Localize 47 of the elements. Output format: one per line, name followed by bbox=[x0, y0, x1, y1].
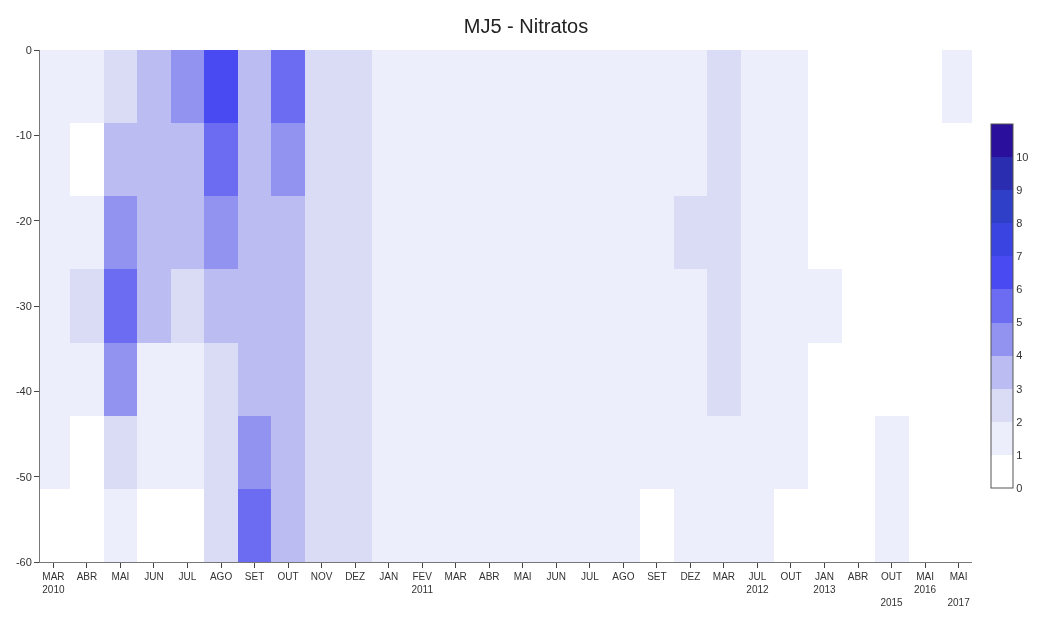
y-tick-label: -40 bbox=[15, 385, 32, 398]
x-tick-label: JUL 2012 bbox=[746, 571, 769, 595]
x-tick-label: ABR bbox=[847, 571, 869, 582]
x-tick-label: MAR 2010 bbox=[42, 571, 65, 595]
x-tick-label: MAI bbox=[111, 571, 130, 582]
color-bar-label: 9 bbox=[1016, 184, 1023, 197]
x-tick-label: OUT bbox=[277, 571, 299, 582]
color-bar-label: 8 bbox=[1016, 217, 1023, 230]
color-bar-label: 6 bbox=[1016, 283, 1023, 296]
x-tick-label: MAI bbox=[513, 571, 532, 582]
color-bar-label: 7 bbox=[1016, 250, 1023, 263]
y-tick-label: -10 bbox=[15, 129, 32, 142]
category-label: OUT 2015 bbox=[880, 571, 903, 608]
color-bar-label: 2 bbox=[1016, 415, 1023, 428]
x-tick-label: JUN bbox=[144, 571, 164, 582]
color-bar-label: 0 bbox=[1016, 481, 1023, 494]
y-tick-label: -50 bbox=[15, 470, 32, 483]
x-tick-label: JAN 2013 bbox=[813, 571, 837, 595]
x-tick-label: MAI 2016 bbox=[913, 571, 937, 595]
x-tick-label: FEV 2011 bbox=[411, 571, 434, 595]
y-tick-label: -60 bbox=[15, 555, 32, 568]
x-tick-label: JUL bbox=[178, 571, 197, 582]
category-label: MAI 2017 bbox=[947, 571, 970, 608]
x-tick-label: DEZ bbox=[345, 571, 366, 582]
color-bar-label: 10 bbox=[1016, 150, 1029, 163]
x-tick-label: AGO bbox=[209, 571, 233, 582]
x-tick-label: AGO bbox=[612, 571, 635, 582]
x-tick-label: SET bbox=[244, 571, 265, 582]
x-tick-label: ABR bbox=[76, 571, 98, 582]
color-bar-label: 3 bbox=[1016, 382, 1023, 395]
x-tick-label: SET bbox=[647, 571, 667, 582]
x-tick-label: NOV bbox=[310, 571, 333, 582]
x-tick-label: MAR bbox=[712, 571, 736, 582]
x-tick-label: ABR bbox=[478, 571, 500, 582]
y-tick-label: -20 bbox=[15, 214, 32, 227]
color-bar-label: 4 bbox=[1016, 349, 1023, 362]
x-tick-label: JUN bbox=[546, 571, 567, 582]
x-tick-label: OUT bbox=[780, 571, 802, 582]
x-tick-label: MAR bbox=[444, 571, 467, 582]
y-tick-label: -30 bbox=[15, 299, 32, 312]
color-bar-label: 1 bbox=[1016, 448, 1023, 461]
x-tick-label: JUL bbox=[580, 571, 600, 582]
chart-title: MJ5 - Nitratos bbox=[463, 15, 589, 38]
x-tick-label: DEZ bbox=[680, 571, 701, 582]
y-tick-label: 0 bbox=[25, 43, 32, 56]
x-tick-label: JAN bbox=[379, 571, 399, 582]
color-bar-label: 5 bbox=[1016, 316, 1023, 329]
